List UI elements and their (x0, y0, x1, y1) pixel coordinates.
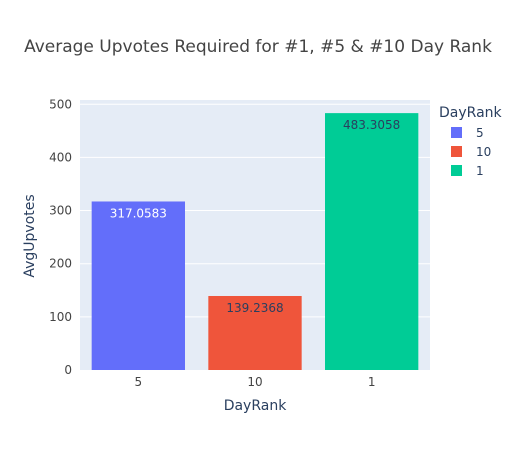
bar-value-label: 483.3058 (343, 118, 400, 132)
legend-label: 10 (476, 145, 491, 159)
legend-label: 1 (476, 164, 484, 178)
x-axis-title: DayRank (224, 398, 288, 414)
y-tick-label: 500 (49, 97, 72, 111)
y-tick-label: 200 (49, 257, 72, 271)
y-axis-title: AvgUpvotes (22, 194, 38, 277)
x-tick-label: 1 (368, 375, 376, 389)
bar-value-label: 139.2368 (226, 301, 283, 315)
x-tick-label: 10 (247, 375, 262, 389)
y-tick-label: 0 (64, 363, 72, 377)
bar-value-label: 317.0583 (110, 206, 167, 220)
bar[interactable] (92, 201, 185, 370)
legend-swatch (451, 165, 462, 176)
legend-title: DayRank (439, 105, 503, 121)
bar[interactable] (325, 113, 418, 370)
legend-swatch (451, 146, 462, 157)
chart-title: Average Upvotes Required for #1, #5 & #1… (24, 37, 492, 57)
y-tick-label: 300 (49, 204, 72, 218)
legend-swatch (451, 127, 462, 138)
y-tick-label: 100 (49, 310, 72, 324)
x-tick-label: 5 (135, 375, 143, 389)
legend-label: 5 (476, 126, 484, 140)
y-tick-label: 400 (49, 150, 72, 164)
